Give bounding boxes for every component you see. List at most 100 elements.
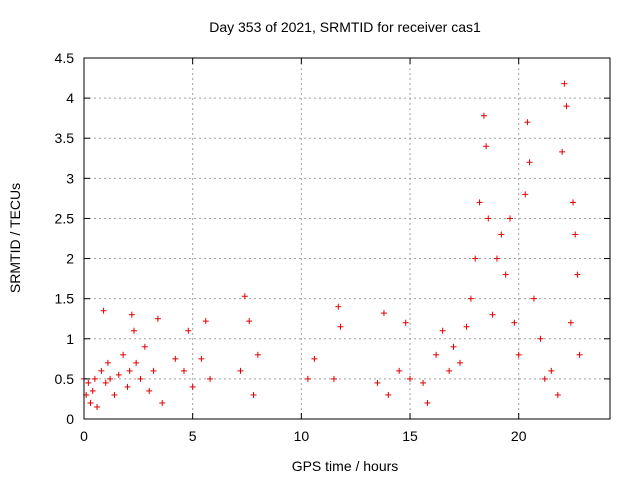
data-point [111,391,118,398]
data-point [537,335,544,342]
data-point [554,391,561,398]
data-point [493,255,500,262]
data-point [576,351,583,358]
data-point [472,255,479,262]
data-point [498,231,505,238]
data-point [548,367,555,374]
data-point [241,293,248,300]
grid [84,58,610,419]
x-tick-label: 20 [511,428,527,444]
data-point [107,375,114,382]
y-tick-label: 4.5 [55,50,75,66]
data-point [335,303,342,310]
data-point [524,119,531,126]
data-point [407,375,414,382]
x-tick-label: 5 [189,428,197,444]
data-point [207,375,214,382]
data-point [141,343,148,350]
data-point [374,379,381,386]
data-point [254,351,261,358]
data-point [246,318,253,325]
y-tick-label: 1 [66,331,74,347]
data-point [570,199,577,206]
data-point [159,399,166,406]
data-point [402,319,409,326]
data-point [133,359,140,366]
chart-title: Day 353 of 2021, SRMTID for receiver cas… [209,19,481,35]
data-point [126,367,133,374]
data-point [154,315,161,322]
data-point [563,103,570,110]
data-point [98,367,105,374]
data-point [115,371,122,378]
data-point [380,310,387,317]
data-point [507,215,514,222]
plot-frame [83,57,611,420]
data-point [483,143,490,150]
data-point [433,351,440,358]
data-point [467,295,474,302]
data-point [439,327,446,334]
y-tick-label: 3 [66,170,74,186]
y-tick-label: 0.5 [55,371,75,387]
data-point [304,375,311,382]
data-point [124,383,131,390]
data-point [530,295,537,302]
data-point [522,191,529,198]
y-tick-label: 2.5 [55,210,75,226]
data-point [457,359,464,366]
data-point [567,319,574,326]
data-point [485,215,492,222]
axis-ticks: 0 0.5 1 1.5 2 2.5 3 3.5 4 4.5 0 5 10 15 20 [55,50,610,444]
y-axis-label: SRMTID / TECUs [7,183,23,293]
data-point [480,112,487,119]
data-point [100,307,107,314]
data-points [81,80,583,410]
data-point [128,311,135,318]
data-point [541,375,548,382]
data-point [137,375,144,382]
data-point [189,383,196,390]
data-point [172,355,179,362]
data-point [102,379,109,386]
x-axis-label: GPS time / hours [292,458,399,474]
y-tick-label: 3.5 [55,130,75,146]
data-point [120,351,127,358]
data-point [420,379,427,386]
x-tick-label: 10 [294,428,310,444]
data-point [89,387,96,394]
data-point [330,375,337,382]
data-point [515,351,522,358]
data-point [202,318,209,325]
data-point [87,399,94,406]
data-point [559,148,566,155]
data-point [396,367,403,374]
data-point [337,323,344,330]
data-point [311,355,318,362]
data-point [150,367,157,374]
data-point [91,375,98,382]
data-point [561,80,568,87]
y-tick-label: 1.5 [55,291,75,307]
data-point [574,271,581,278]
data-point [424,399,431,406]
data-point [476,199,483,206]
x-tick-label: 15 [402,428,418,444]
data-point [104,359,111,366]
data-point [85,379,92,386]
y-tick-label: 4 [66,90,74,106]
data-point [250,391,257,398]
data-point [511,319,518,326]
data-point [385,391,392,398]
y-tick-label: 2 [66,251,74,267]
data-point [450,343,457,350]
data-point [146,387,153,394]
data-point [526,159,533,166]
y-tick-label: 0 [66,411,74,427]
data-point [198,355,205,362]
data-point [463,323,470,330]
x-tick-label: 0 [80,428,88,444]
data-point [446,367,453,374]
data-point [572,231,579,238]
